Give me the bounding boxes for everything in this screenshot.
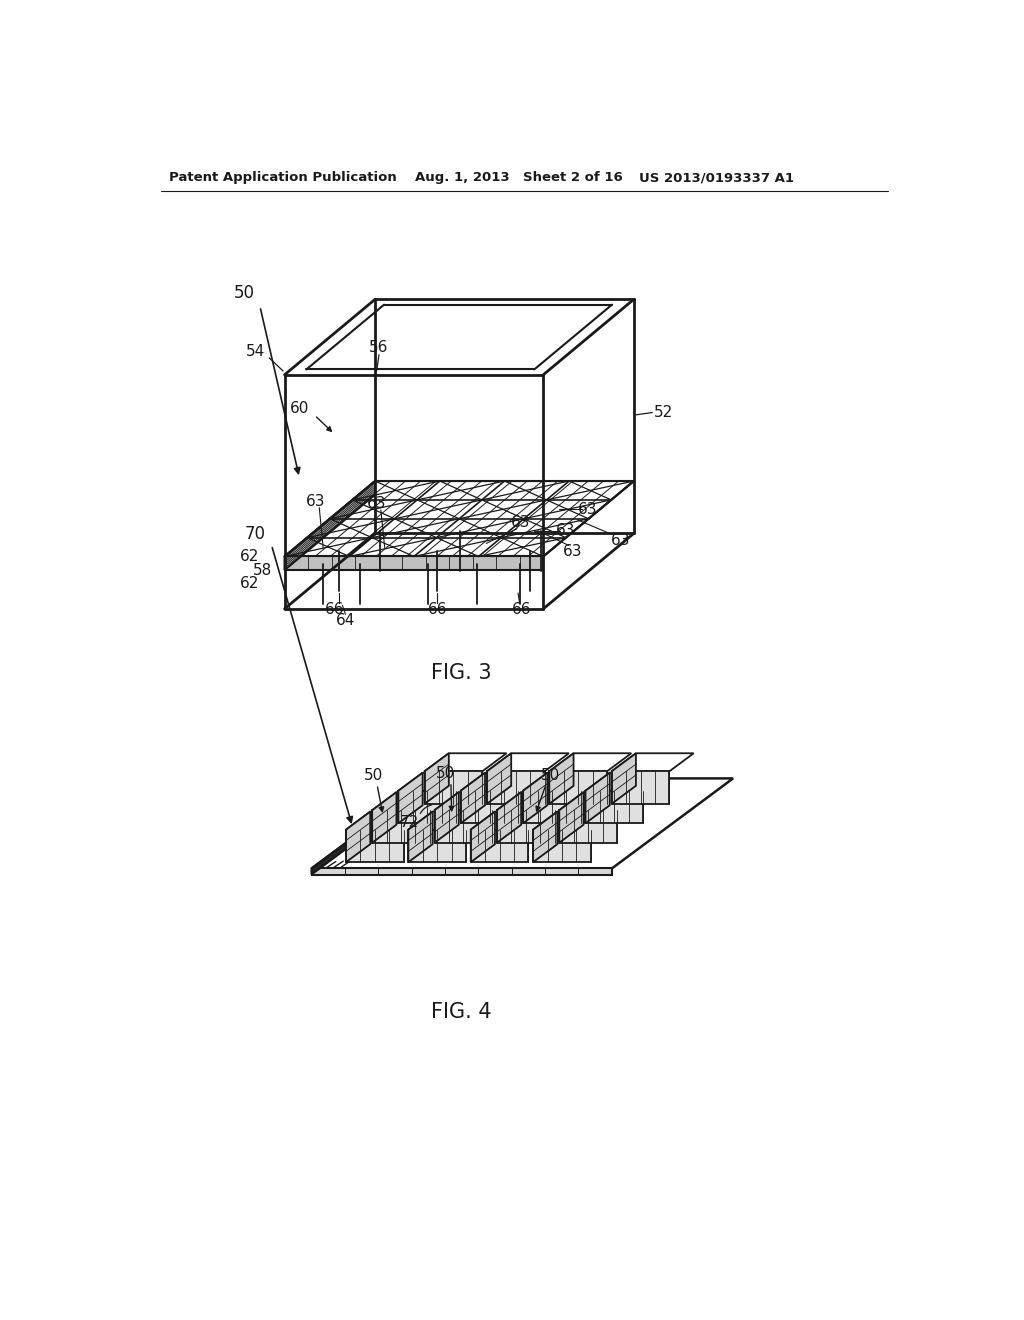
Text: 52: 52 bbox=[653, 405, 673, 420]
Polygon shape bbox=[372, 792, 396, 842]
Polygon shape bbox=[523, 772, 605, 791]
Text: 63: 63 bbox=[579, 502, 598, 516]
Text: Aug. 1, 2013: Aug. 1, 2013 bbox=[416, 172, 510, 185]
Polygon shape bbox=[409, 812, 432, 862]
Polygon shape bbox=[398, 772, 480, 791]
Text: 63: 63 bbox=[563, 544, 583, 560]
Polygon shape bbox=[311, 869, 611, 875]
Polygon shape bbox=[461, 772, 543, 791]
Text: 66: 66 bbox=[325, 602, 344, 618]
Text: 50: 50 bbox=[364, 768, 383, 783]
Polygon shape bbox=[471, 830, 528, 862]
Text: 62: 62 bbox=[241, 577, 260, 591]
Text: 50: 50 bbox=[234, 284, 255, 302]
Polygon shape bbox=[487, 754, 569, 771]
Polygon shape bbox=[434, 792, 459, 842]
Polygon shape bbox=[586, 791, 643, 824]
Polygon shape bbox=[398, 772, 423, 824]
Polygon shape bbox=[398, 791, 456, 824]
Text: 50: 50 bbox=[541, 768, 560, 783]
Polygon shape bbox=[523, 772, 548, 824]
Polygon shape bbox=[534, 812, 615, 830]
Polygon shape bbox=[285, 375, 544, 609]
Text: 63: 63 bbox=[556, 523, 575, 539]
Polygon shape bbox=[375, 300, 634, 533]
Polygon shape bbox=[434, 810, 493, 842]
Text: US 2013/0193337 A1: US 2013/0193337 A1 bbox=[639, 172, 794, 185]
Polygon shape bbox=[311, 779, 733, 869]
Polygon shape bbox=[285, 300, 375, 609]
Polygon shape bbox=[409, 830, 466, 862]
Polygon shape bbox=[487, 771, 545, 804]
Text: 66: 66 bbox=[427, 602, 446, 618]
Polygon shape bbox=[285, 480, 634, 557]
Text: 62: 62 bbox=[241, 549, 260, 564]
Polygon shape bbox=[346, 812, 428, 830]
Polygon shape bbox=[549, 771, 607, 804]
Text: 50: 50 bbox=[436, 766, 455, 781]
Polygon shape bbox=[544, 300, 634, 609]
Polygon shape bbox=[409, 812, 490, 830]
Polygon shape bbox=[311, 779, 433, 875]
Polygon shape bbox=[461, 791, 518, 824]
Polygon shape bbox=[549, 754, 632, 771]
Text: 70: 70 bbox=[245, 525, 266, 543]
Text: 58: 58 bbox=[253, 562, 272, 578]
Polygon shape bbox=[285, 480, 375, 570]
Polygon shape bbox=[471, 812, 495, 862]
Polygon shape bbox=[611, 771, 670, 804]
Polygon shape bbox=[487, 754, 511, 804]
Text: 63: 63 bbox=[610, 533, 630, 548]
Polygon shape bbox=[534, 812, 557, 862]
Polygon shape bbox=[534, 830, 591, 862]
Polygon shape bbox=[497, 792, 521, 842]
Polygon shape bbox=[611, 754, 693, 771]
Polygon shape bbox=[549, 754, 573, 804]
Polygon shape bbox=[586, 772, 609, 824]
Polygon shape bbox=[471, 812, 553, 830]
Polygon shape bbox=[425, 771, 482, 804]
Polygon shape bbox=[497, 810, 555, 842]
Text: 63: 63 bbox=[306, 494, 326, 510]
Polygon shape bbox=[346, 830, 403, 862]
Text: Sheet 2 of 16: Sheet 2 of 16 bbox=[523, 172, 623, 185]
Text: FIG. 4: FIG. 4 bbox=[431, 1002, 492, 1022]
Polygon shape bbox=[425, 754, 507, 771]
Text: 66: 66 bbox=[511, 602, 530, 618]
Polygon shape bbox=[523, 791, 581, 824]
Polygon shape bbox=[346, 812, 371, 862]
Polygon shape bbox=[497, 792, 579, 810]
Text: 63: 63 bbox=[368, 496, 387, 511]
Text: FIG. 3: FIG. 3 bbox=[431, 663, 492, 682]
Text: 54: 54 bbox=[246, 345, 265, 359]
Polygon shape bbox=[559, 792, 641, 810]
Text: 60: 60 bbox=[290, 401, 309, 416]
Polygon shape bbox=[372, 810, 430, 842]
Text: 64: 64 bbox=[336, 612, 355, 628]
Text: 56: 56 bbox=[370, 341, 389, 355]
Polygon shape bbox=[461, 772, 485, 824]
Polygon shape bbox=[559, 792, 584, 842]
Text: Patent Application Publication: Patent Application Publication bbox=[169, 172, 397, 185]
Polygon shape bbox=[425, 754, 449, 804]
Text: 63: 63 bbox=[511, 515, 530, 531]
Polygon shape bbox=[434, 792, 516, 810]
Polygon shape bbox=[559, 810, 617, 842]
Text: 72: 72 bbox=[399, 814, 419, 830]
Polygon shape bbox=[372, 792, 455, 810]
Polygon shape bbox=[586, 772, 668, 791]
Polygon shape bbox=[611, 754, 636, 804]
Polygon shape bbox=[285, 557, 544, 570]
